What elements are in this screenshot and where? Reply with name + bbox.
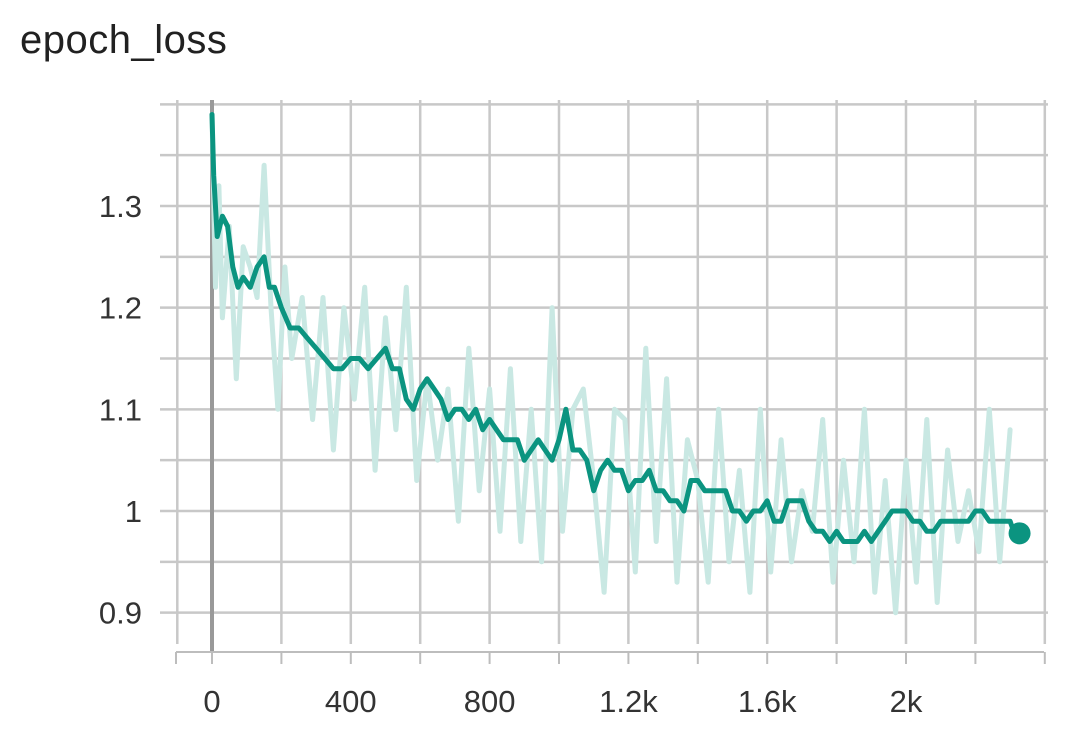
y-tick-label: 0.9 xyxy=(99,596,142,631)
smoothed-loss-line xyxy=(209,112,1017,544)
raw-loss-line xyxy=(209,112,1013,616)
last-point-marker xyxy=(1008,522,1031,545)
tick-labels: 0 400 800 1.2k 1.6k 2k 0.9 1 1.1 1.2 1.3 xyxy=(99,189,923,719)
y-tick-label: 1.3 xyxy=(99,189,142,224)
x-tick-label: 0 xyxy=(203,684,220,719)
raw-series xyxy=(209,112,1013,616)
y-tick-label: 1 xyxy=(125,494,142,529)
y-tick-label: 1.2 xyxy=(99,291,142,326)
x-tick-label: 400 xyxy=(325,684,377,719)
smoothed-series xyxy=(209,112,1031,545)
chart-title: epoch_loss xyxy=(20,18,228,62)
x-tick-label: 800 xyxy=(464,684,516,719)
x-tick-label: 2k xyxy=(890,684,923,719)
y-tick-label: 1.1 xyxy=(99,392,142,427)
x-tick-label: 1.6k xyxy=(738,684,797,719)
x-tick-label: 1.2k xyxy=(599,684,658,719)
